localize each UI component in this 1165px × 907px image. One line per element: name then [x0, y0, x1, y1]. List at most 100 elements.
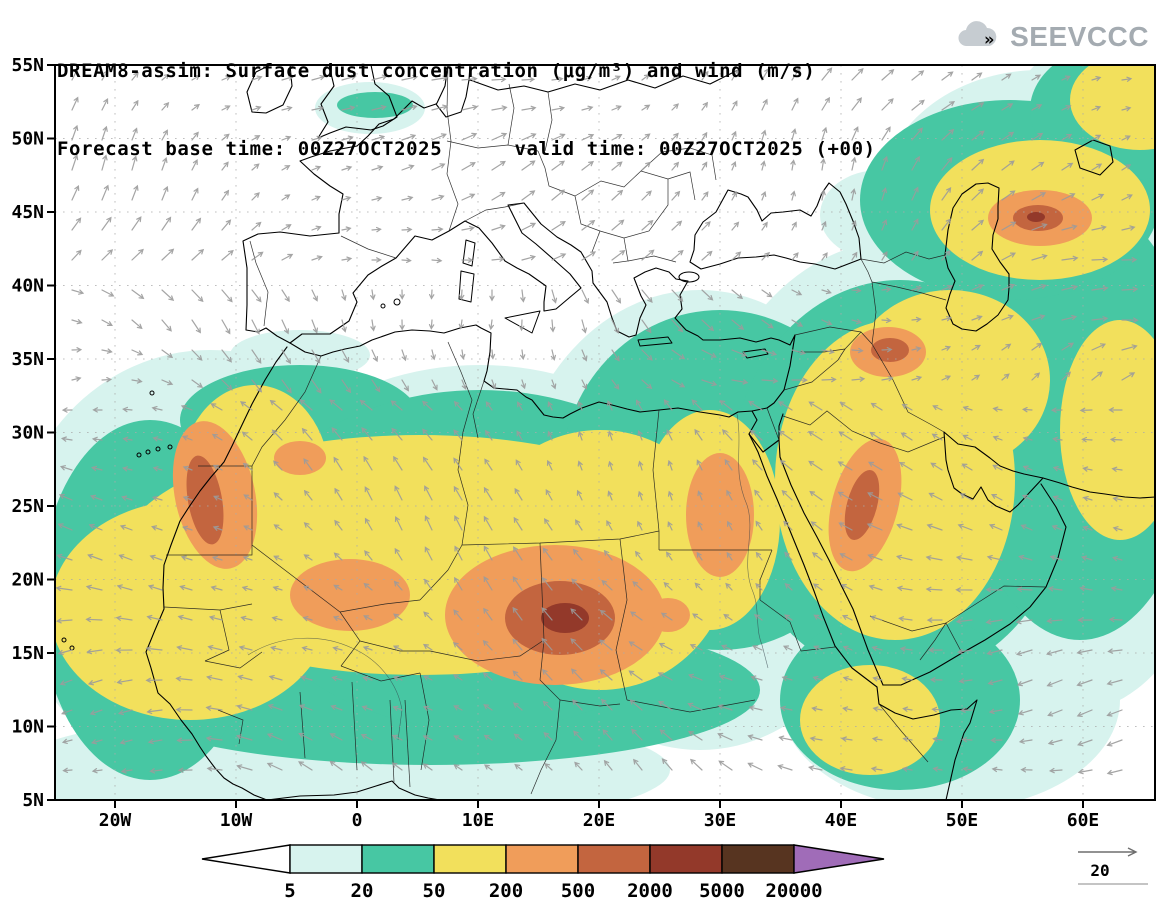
- logo-text: SEEVCCC: [1010, 21, 1149, 52]
- country-border-line: [404, 699, 411, 788]
- crete-outline: [637, 336, 673, 347]
- wind-reference-arrow: [1078, 847, 1138, 857]
- country-border-line: [798, 331, 862, 353]
- country-border-line: [539, 639, 561, 741]
- menorca-outline: [380, 303, 386, 309]
- lon-tick-label: 50E: [946, 810, 979, 831]
- canary-1-outline: [145, 449, 151, 455]
- country-border-line: [759, 599, 802, 652]
- colorbar-segment: [505, 844, 579, 874]
- country-border-line: [217, 709, 244, 745]
- persian-gulf-outline: [943, 431, 1044, 513]
- colorbar-label: 200: [489, 880, 523, 902]
- nile-line: [736, 413, 769, 669]
- dust-region-level-3: [1070, 65, 1155, 150]
- dust-region-level-2: [337, 92, 413, 118]
- country-border-line: [429, 639, 545, 662]
- mediterranean-coast-outline: [289, 202, 796, 419]
- country-border-line: [464, 202, 525, 222]
- lat-tick-label: 15N: [11, 643, 44, 664]
- country-border-line: [472, 380, 485, 439]
- country-border-line: [800, 646, 836, 652]
- country-border-line: [299, 691, 306, 759]
- country-borders-layer: [163, 65, 1047, 795]
- lat-tick-label: 45N: [11, 202, 44, 223]
- sardinia-outline: [458, 270, 475, 303]
- dust-region-level-5: [844, 470, 880, 540]
- colorbar-label: 20000: [765, 880, 822, 902]
- axis-ticks: [47, 64, 1084, 808]
- wind-reference-scale: 20: [1078, 847, 1148, 885]
- svg-text:»: »: [984, 30, 995, 50]
- country-border-line: [251, 355, 322, 467]
- niger-river-line: [247, 637, 403, 741]
- colorbar-label: 500: [561, 880, 595, 902]
- lon-tick-label: 0: [352, 810, 363, 831]
- country-border-line: [615, 538, 628, 701]
- country-border-line: [759, 549, 773, 600]
- country-border-line: [446, 140, 539, 152]
- lon-tick-label: 40E: [825, 810, 858, 831]
- corsica-outline: [462, 239, 476, 267]
- country-border-line: [627, 255, 677, 263]
- title-line-1: DREAM8-assim: Surface dust concentration…: [57, 60, 816, 82]
- country-border-line: [340, 665, 421, 682]
- country-border-line: [544, 91, 553, 152]
- makran-coast-outline: [1042, 477, 1155, 499]
- wind-arrows-layer: [55, 67, 1139, 776]
- country-border-line: [351, 681, 358, 771]
- country-border-line: [652, 409, 660, 550]
- lat-tick-label: 50N: [11, 129, 44, 150]
- country-border-line: [166, 466, 253, 556]
- lon-axis-labels: 20W 10W 0 10E 20E 30E 40E 50E 60E: [99, 810, 1100, 831]
- dust-region-level-4: [290, 559, 410, 631]
- country-border-line: [340, 235, 397, 259]
- lat-tick-label: 35N: [11, 349, 44, 370]
- country-border-line: [539, 542, 545, 641]
- sicily-outline: [504, 310, 541, 334]
- colorbar-label: 20: [351, 880, 374, 902]
- country-border-line: [860, 251, 946, 264]
- coastlines-layer: [61, 65, 1155, 800]
- sea-of-marmara-outline: [678, 271, 700, 283]
- country-border-line: [574, 195, 601, 232]
- country-border-line: [359, 640, 430, 652]
- country-border-line: [871, 281, 947, 301]
- colorbar-label: 50: [423, 880, 446, 902]
- country-border-line: [766, 407, 780, 441]
- sinai-outline: [748, 433, 780, 453]
- colorbar-segment: [577, 844, 651, 874]
- caspian-sea-outline: [944, 182, 1010, 332]
- lat-tick-label: 30N: [11, 423, 44, 444]
- cape-verde-1-outline: [61, 637, 67, 643]
- red-sea-west-coast-outline: [748, 433, 878, 688]
- england-outline: [317, 65, 398, 139]
- country-border-line: [878, 703, 929, 763]
- baltic-coast-outline: [469, 69, 739, 93]
- country-border-line: [419, 672, 430, 771]
- lon-tick-label: 20W: [99, 810, 132, 831]
- canary-4-outline: [136, 452, 142, 458]
- country-border-line: [446, 65, 459, 232]
- ireland-outline: [246, 65, 293, 114]
- dust-region-level-6: [1027, 212, 1045, 222]
- map-clipped-content: [55, 65, 1155, 800]
- country-border-line: [419, 544, 463, 601]
- country-border-line: [204, 651, 263, 669]
- colorbar-segment: [361, 844, 435, 874]
- suez-outline: [748, 410, 758, 435]
- dust-region-level-4: [274, 441, 326, 475]
- dust-region-level-3: [800, 665, 940, 775]
- country-border-line: [507, 83, 515, 146]
- lat-tick-label: 10N: [11, 717, 44, 738]
- lon-tick-label: 20E: [583, 810, 616, 831]
- dust-region-level-6: [541, 603, 589, 633]
- country-border-line: [783, 348, 846, 391]
- arabia-south-coast-outline: [882, 483, 1067, 686]
- seevccc-logo: » SEEVCCC: [954, 20, 1149, 54]
- canary-3-outline: [167, 444, 173, 450]
- wind-reference-label: 20: [1090, 861, 1109, 880]
- lat-tick-label: 25N: [11, 496, 44, 517]
